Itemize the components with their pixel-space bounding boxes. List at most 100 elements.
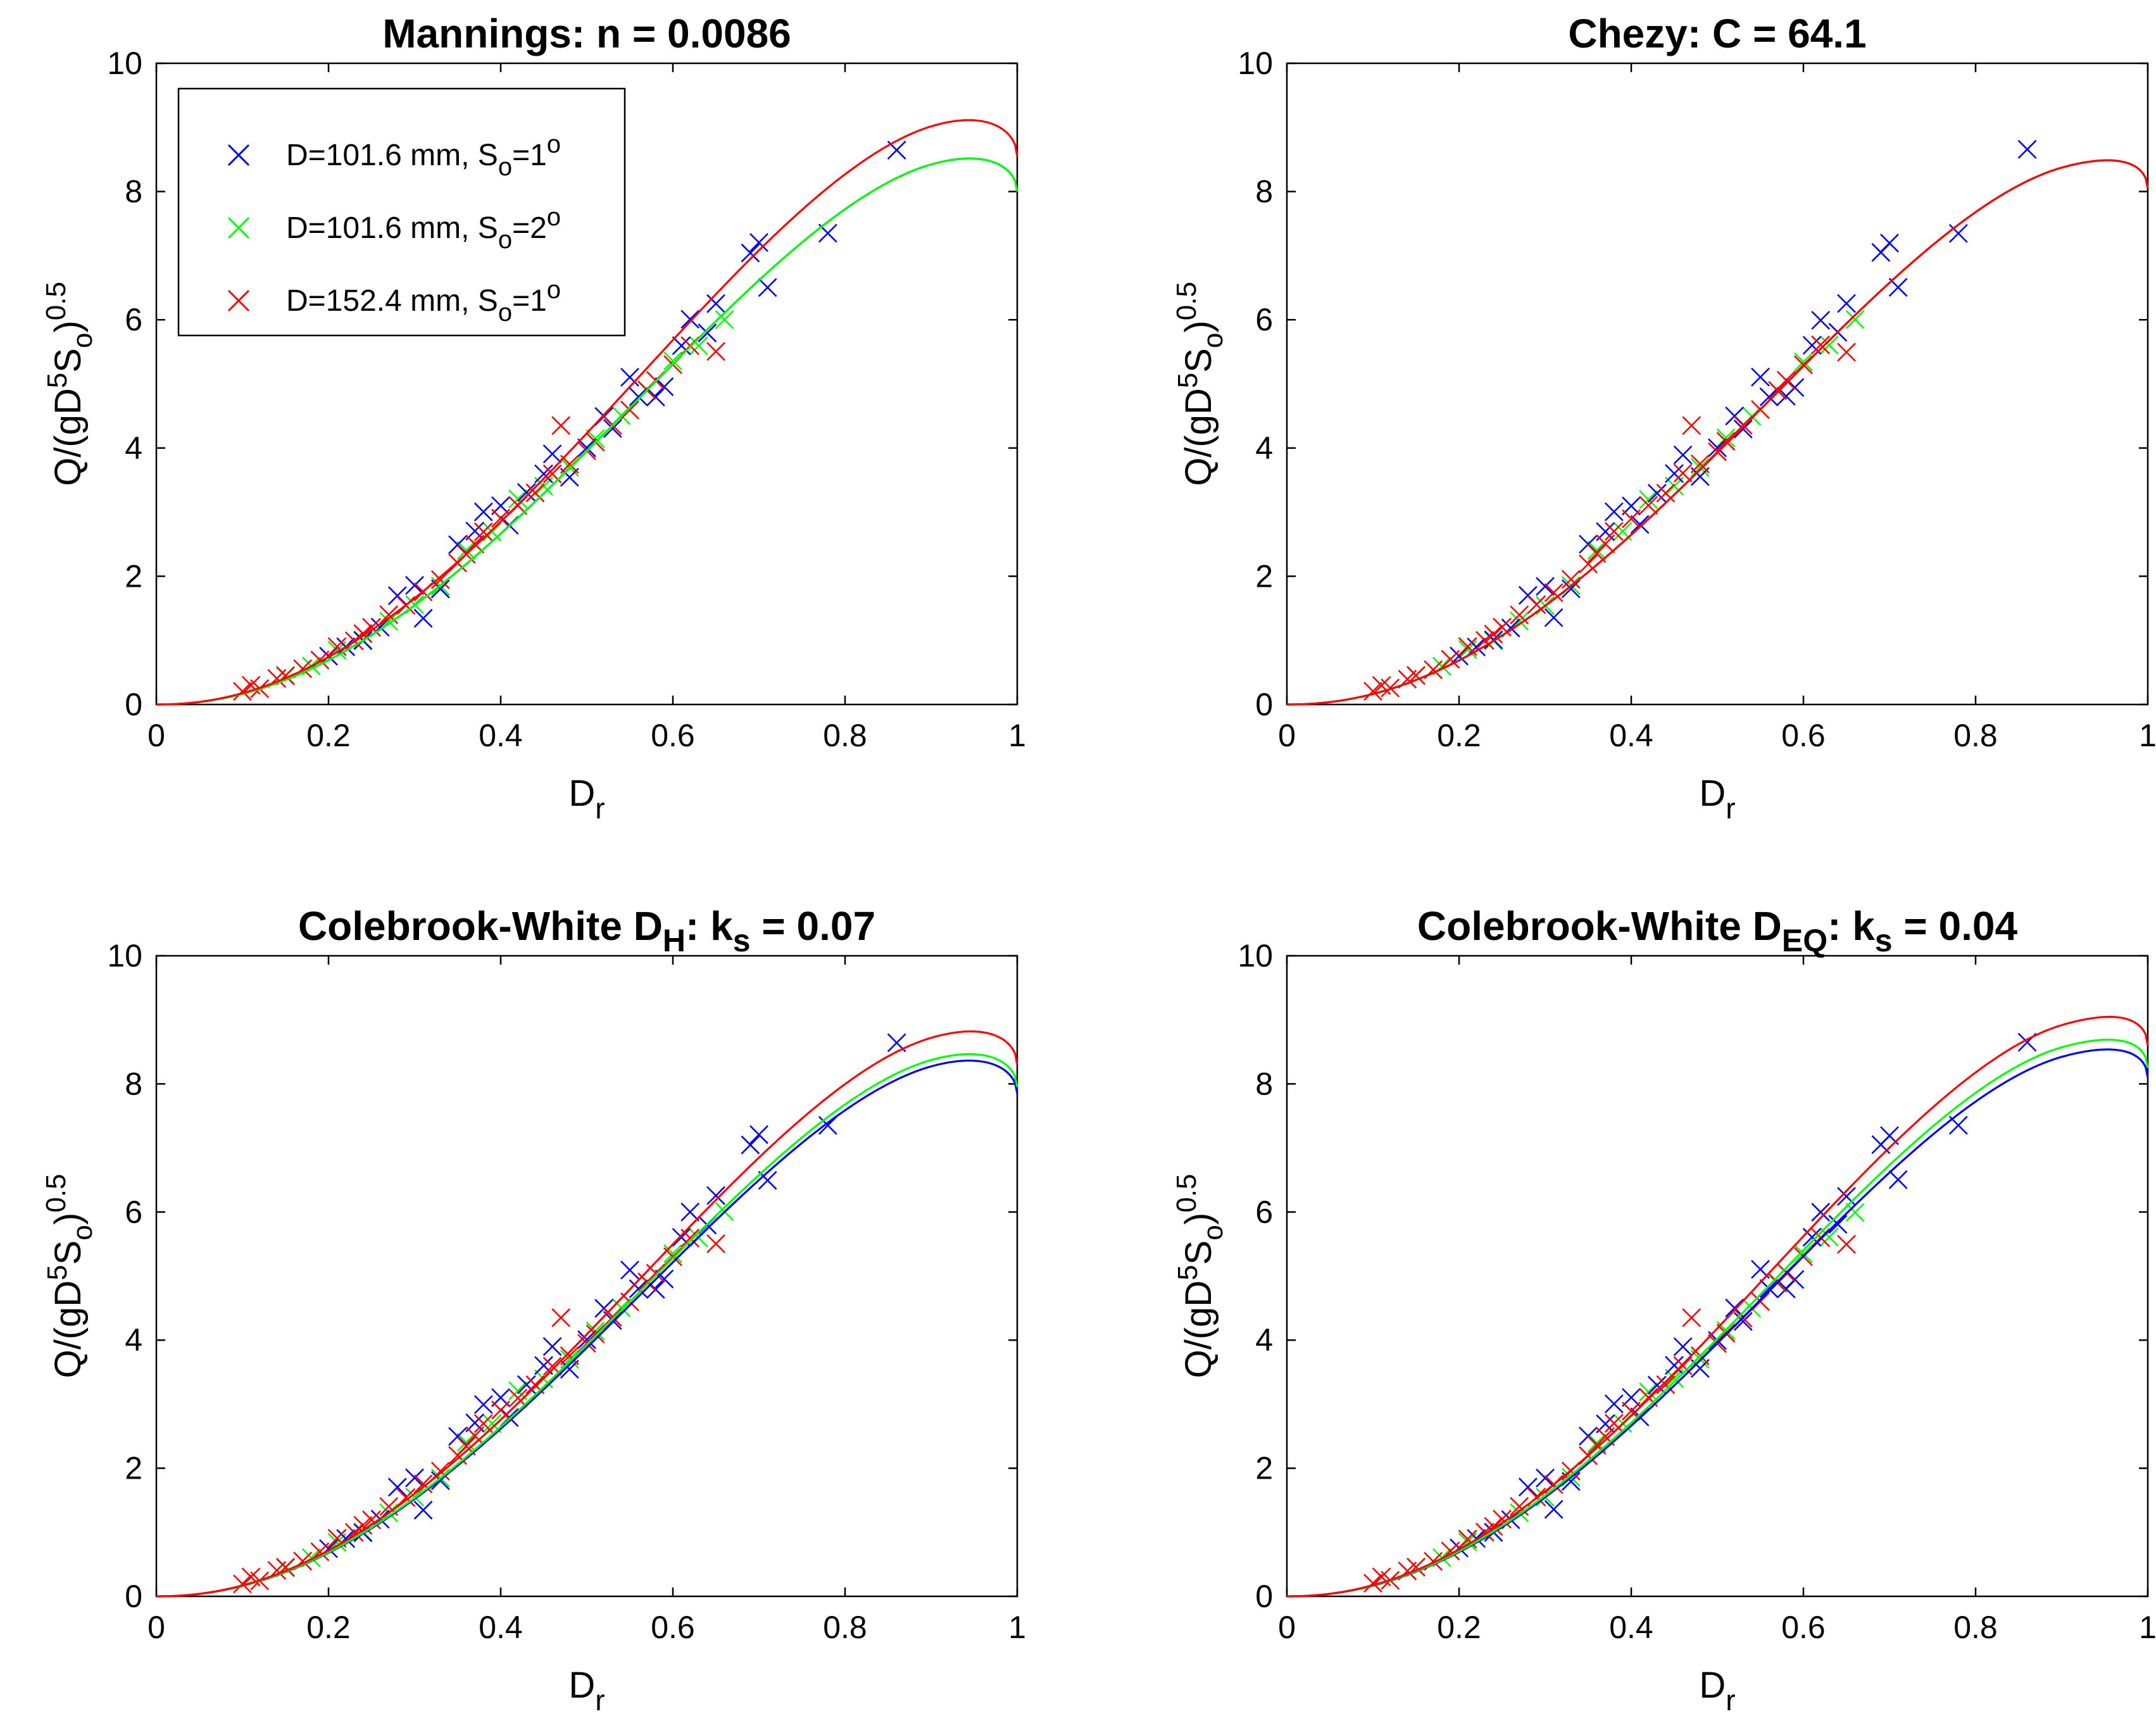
x-tick-label: 0.8 [1953,1610,1998,1645]
axes-box [155,955,1018,1598]
y-label-sup: 0.5 [41,1174,72,1213]
scatter-point-red [1527,595,1546,615]
scatter-point-blue [1785,1270,1805,1289]
scatter-point-blue [577,438,596,458]
y-tick-label: 0 [125,1579,142,1614]
scatter-point-blue [672,336,691,355]
scatter-point-green [456,541,476,560]
scatter-point-green [456,1432,476,1452]
title-tail: : k [1827,903,1875,949]
scatter-point-blue [1828,1215,1848,1234]
x-tick-label: 0.6 [651,718,695,753]
scatter-point-blue [405,1468,424,1487]
scatter-point-green [1819,335,1839,355]
y-label-part: ) [1178,1213,1219,1225]
scatter-point-blue [1536,577,1555,596]
scatter-point-red [551,1308,571,1327]
y-label-sup: 0.5 [1171,282,1202,320]
scatter-point-blue [517,483,536,503]
scatter-point-blue [741,243,760,263]
scatter-point-green [663,1244,682,1263]
title-tail: : k [686,903,733,949]
y-tick-label: 0 [125,687,142,722]
scatter-point-blue [1544,608,1564,627]
scatter-point-red [473,522,493,542]
scatter-point-green [1587,541,1607,560]
scatter-point-blue [1604,502,1624,522]
scatter-point-blue [629,387,648,406]
scatter-point-red [1596,534,1615,554]
scatter-point-red [362,1510,381,1530]
y-tick-label: 2 [125,1451,142,1486]
scatter-point-blue [629,1279,648,1298]
scatter-point-red [1751,1292,1770,1312]
scatter-point-red [1604,1413,1624,1433]
scatter-point-blue [620,368,639,387]
y-tick-label: 2 [1255,1451,1273,1486]
legend-label-sub: o [498,299,512,327]
scatter-point-red [1493,1510,1512,1529]
scatter-point-green [1639,490,1658,510]
scatter-point-blue [542,444,562,464]
scatter-point-blue [1948,223,1968,243]
scatter-point-blue [620,1260,639,1280]
y-tick-label: 10 [1238,938,1273,974]
scatter-point-red [491,508,510,528]
scatter-point-green [689,336,708,356]
x-tick-label: 0.8 [823,1610,867,1645]
scatter-point-green [715,310,734,329]
x-label-sub: r [1726,1684,1735,1717]
legend-label-main: D=101.6 mm, S [286,211,498,245]
scatter-point-blue [698,323,717,342]
x-tick-label: 0 [147,718,165,753]
legend-entry-label: D=101.6 mm, So=1o [286,130,561,181]
x-tick-label: 0.2 [306,718,351,753]
scatter-point-blue [1673,1337,1693,1356]
scatter-point-red [1381,678,1400,698]
y-tick-label: 8 [125,174,142,210]
y-tick-label: 6 [1255,1194,1273,1230]
fit-curve-2 [156,157,1018,706]
scatter-point-blue [1880,234,1899,253]
scatter-point-red [1604,522,1624,541]
fit-curve-3 [1287,159,2149,706]
scatter-point-green [1639,1382,1658,1401]
scatter-point-green [1794,352,1813,372]
fit-curve-3 [156,119,1018,706]
scatter-point-red [1716,432,1736,451]
y-tick-label: 8 [125,1066,142,1101]
y-label-part: Q/(gD [47,388,89,486]
scatter-point-red [1493,617,1512,637]
axes-box [1286,62,2149,706]
scatter-point-blue [1759,387,1779,406]
x-tick-label: 0.6 [651,1610,695,1645]
scatter-point-red [1776,370,1796,390]
scatter-point-blue [542,1337,562,1356]
x-tick-label: 0.4 [1609,1610,1653,1645]
title-sub2: s [733,923,751,958]
legend-label-tail: =1 [512,139,547,172]
scatter-point-blue [2017,140,2037,159]
scatter-point-blue [1837,1187,1856,1206]
scatter-point-blue [706,1186,725,1205]
scatter-point-blue [1604,1394,1624,1413]
y-label-sup: 0.5 [41,282,72,320]
scatter-point-green [1794,1244,1813,1263]
scatter-point-red [1441,649,1460,669]
title-sub2: s [1875,923,1893,958]
y-label-part: S [47,348,89,373]
scatter-point-red [620,400,639,420]
x-axis-label: Dr [1699,773,1735,825]
scatter-point-blue [387,1477,407,1497]
scatter-point-red [1682,1308,1702,1327]
scatter-point-red [508,1388,528,1408]
x-label-sub: r [595,1684,605,1717]
scatter-point-blue [1518,1477,1538,1497]
y-axis-label: Q/(gD5So)0.5 [1171,1174,1229,1379]
scatter-point-blue [1708,438,1727,458]
y-tick-label: 8 [1255,174,1273,210]
scatter-point-blue [1561,579,1581,599]
scatter-point-red [1622,509,1641,529]
